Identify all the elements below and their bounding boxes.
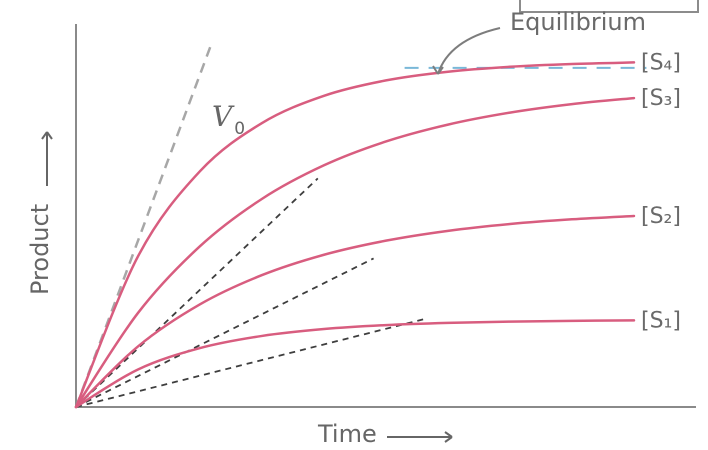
curve-3 [74, 96, 636, 409]
axes: Time Product [26, 24, 696, 448]
series-label-1: [S₁] [641, 308, 681, 333]
y-axis-label: Product [26, 204, 54, 295]
curve-2 [74, 214, 636, 409]
tangent-line-2 [75, 257, 375, 408]
labels-layer: Equilibrium [S₁] [S₂] [S₃] [S₄] V 0 [212, 8, 681, 333]
curves-layer [74, 61, 636, 409]
y-axis-arrow [41, 131, 53, 186]
tangent-line-1 [75, 318, 424, 408]
v0-label-main: V [212, 100, 235, 133]
equilibrium-pointer-arrowhead [432, 65, 444, 75]
series-label-3: [S₃] [641, 86, 681, 111]
equilibrium-pointer-curve [437, 27, 501, 75]
tangents-layer [74, 40, 424, 408]
v0-tangent-line [74, 40, 214, 408]
curve-1 [74, 319, 636, 409]
x-axis-arrow [387, 431, 453, 443]
tangent-line-3 [75, 177, 319, 408]
x-axis-label: Time [317, 420, 377, 448]
top-right-frame-stub [519, 0, 699, 13]
curve-4 [74, 61, 636, 409]
series-label-2: [S₂] [641, 204, 681, 229]
v0-label-subscript: 0 [234, 119, 245, 139]
equilibrium-label: Equilibrium [510, 8, 646, 36]
series-label-4: [S₄] [641, 50, 681, 75]
